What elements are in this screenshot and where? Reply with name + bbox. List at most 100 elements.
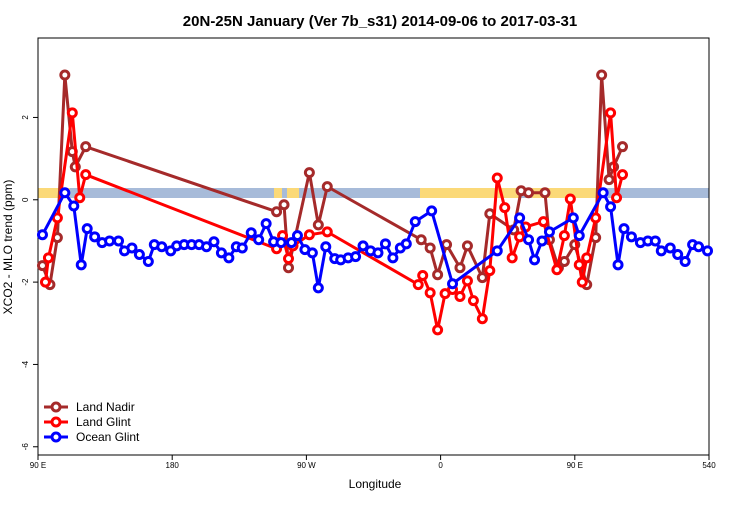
point xyxy=(400,238,412,250)
point xyxy=(617,141,629,153)
legend-label: Land Nadir xyxy=(76,400,135,414)
point xyxy=(476,313,488,325)
point xyxy=(424,242,436,254)
point xyxy=(523,234,535,246)
point xyxy=(320,241,332,253)
point xyxy=(537,216,549,228)
point xyxy=(612,259,624,271)
point xyxy=(461,275,473,287)
y-tick-label: -4 xyxy=(21,360,30,368)
point xyxy=(260,218,272,230)
point xyxy=(543,226,555,238)
point xyxy=(454,291,466,303)
point xyxy=(253,234,265,246)
point xyxy=(208,236,220,248)
point xyxy=(447,278,459,290)
point xyxy=(142,256,154,268)
point xyxy=(432,269,444,281)
point xyxy=(39,276,51,288)
point xyxy=(605,201,617,213)
point xyxy=(74,192,86,204)
point xyxy=(573,230,585,242)
point xyxy=(357,240,369,252)
x-tick-label: 90 W xyxy=(297,461,316,470)
point xyxy=(432,324,444,336)
point xyxy=(312,282,324,294)
point xyxy=(372,247,384,259)
point xyxy=(424,287,436,299)
chart-title: 20N-25N January (Ver 7b_s31) 2014-09-06 … xyxy=(183,13,577,30)
point xyxy=(625,231,637,243)
legend-label: Land Glint xyxy=(76,415,131,429)
point xyxy=(536,235,548,247)
y-tick-label: -6 xyxy=(21,443,30,451)
point xyxy=(303,229,315,241)
point xyxy=(42,252,54,264)
point xyxy=(283,262,295,274)
point xyxy=(59,69,71,81)
point xyxy=(312,219,324,231)
point xyxy=(306,247,318,259)
y-axis-label: XCO2 - MLO trend (ppm) xyxy=(1,180,15,315)
point xyxy=(133,249,145,261)
point xyxy=(590,212,602,224)
point xyxy=(491,172,503,184)
point xyxy=(59,187,71,199)
point xyxy=(467,295,479,307)
point xyxy=(350,251,362,263)
point xyxy=(278,199,290,211)
point xyxy=(104,235,116,247)
y-tick-label: -2 xyxy=(21,278,30,286)
point xyxy=(649,235,661,247)
y-tick-label: 0 xyxy=(21,197,30,202)
point xyxy=(283,253,295,265)
point xyxy=(618,223,630,235)
point xyxy=(379,238,391,250)
point xyxy=(558,256,570,268)
point xyxy=(441,239,453,251)
point xyxy=(539,187,551,199)
legend-marker xyxy=(50,431,62,443)
point xyxy=(702,245,714,257)
point xyxy=(51,212,63,224)
legend-marker xyxy=(50,416,62,428)
point xyxy=(412,279,424,291)
series-line xyxy=(41,74,624,291)
point xyxy=(80,141,92,153)
point xyxy=(236,242,248,254)
point xyxy=(551,264,563,276)
point xyxy=(271,206,283,218)
point xyxy=(321,226,333,238)
point xyxy=(36,260,48,272)
point xyxy=(573,259,585,271)
point xyxy=(68,200,80,212)
point xyxy=(597,187,609,199)
point xyxy=(523,187,535,199)
point xyxy=(66,107,78,119)
point xyxy=(476,272,488,284)
point xyxy=(156,241,168,253)
point xyxy=(454,262,466,274)
point xyxy=(415,234,427,246)
point xyxy=(679,256,691,268)
point xyxy=(303,167,315,179)
point xyxy=(36,229,48,241)
point xyxy=(409,216,421,228)
point xyxy=(506,252,518,264)
point xyxy=(113,235,125,247)
point xyxy=(558,230,570,242)
point xyxy=(387,252,399,264)
point xyxy=(484,265,496,277)
point xyxy=(417,270,429,282)
point xyxy=(285,237,297,249)
x-axis-label: Longitude xyxy=(349,477,402,491)
point xyxy=(576,276,588,288)
point xyxy=(514,212,526,224)
series-line xyxy=(43,112,624,331)
point xyxy=(200,241,212,253)
point xyxy=(611,192,623,204)
point xyxy=(126,242,138,254)
point xyxy=(291,230,303,242)
legend-marker xyxy=(50,401,62,413)
